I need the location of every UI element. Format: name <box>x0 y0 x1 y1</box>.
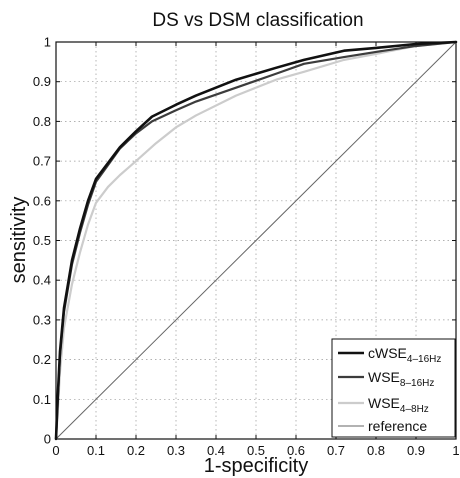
tick-labels: 0 0.1 0.2 0.3 0.4 0.5 0.6 0.7 0.8 0.9 1 0 0.1 0.2 0.3 0… <box>33 35 460 459</box>
series-line-3 <box>55 41 457 440</box>
x-tick-label: 1 <box>452 443 459 458</box>
x-tick-label: 0.4 <box>207 443 225 458</box>
y-tick-label: 0.8 <box>33 114 51 129</box>
y-tick-label: 1 <box>44 35 51 50</box>
legend-box <box>331 338 456 438</box>
y-tick-label: 0.9 <box>33 74 51 89</box>
y-tick-label: 0 <box>44 432 51 447</box>
y-tick-label: 0.7 <box>33 154 51 169</box>
x-tick-label: 0.2 <box>127 443 145 458</box>
plot-frame <box>55 41 457 440</box>
series-lines <box>54 40 458 441</box>
series-line-0 <box>54 40 458 441</box>
y-tick-label: 0.2 <box>33 352 51 367</box>
x-tick-label: 0 <box>52 443 59 458</box>
y-tick-label: 0.4 <box>33 273 51 288</box>
x-tick-label: 0.8 <box>367 443 385 458</box>
x-axis-label: 1-specificity <box>204 455 308 477</box>
x-tick-label: 0.9 <box>407 443 425 458</box>
y-axis-label: sensitivity <box>8 197 30 284</box>
y-tick-label: 0.1 <box>33 392 51 407</box>
x-tick-label: 0.5 <box>247 443 265 458</box>
chart-title: DS vs DSM classification <box>152 10 363 31</box>
x-tick-label: 0.3 <box>167 443 185 458</box>
x-tick-label: 0.6 <box>287 443 305 458</box>
legend-label-3: reference <box>368 418 427 434</box>
y-tick-label: 0.6 <box>33 193 51 208</box>
series-line-2 <box>54 40 458 441</box>
x-tick-label: 0.1 <box>87 443 105 458</box>
x-tick-label: 0.7 <box>327 443 345 458</box>
y-tick-label: 0.5 <box>33 233 51 248</box>
y-tick-label: 0.3 <box>33 312 51 327</box>
